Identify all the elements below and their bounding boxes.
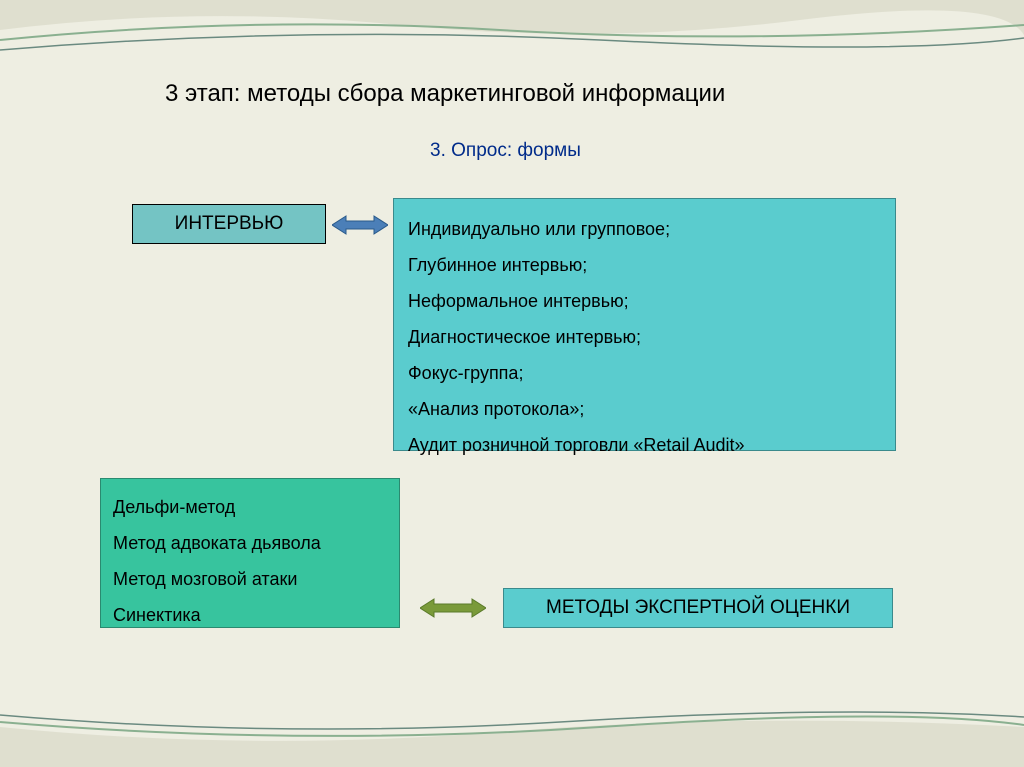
- methods-list-item: Метод адвоката дьявола: [113, 525, 387, 561]
- box-expert-label: МЕТОДЫ ЭКСПЕРТНОЙ ОЦЕНКИ: [546, 597, 850, 619]
- slide-title: 3 этап: методы сбора маркетинговой инфор…: [165, 80, 725, 108]
- interview-type-item: Фокус-группа;: [408, 355, 881, 391]
- interview-type-item: Глубинное интервью;: [408, 247, 881, 283]
- interview-type-item: Неформальное интервью;: [408, 283, 881, 319]
- box-interview-types: Индивидуально или групповое; Глубинное и…: [393, 198, 896, 451]
- box-interview: ИНТЕРВЬЮ: [132, 204, 326, 244]
- decorative-wave-top: [0, 0, 1024, 60]
- methods-list-item: Дельфи-метод: [113, 489, 387, 525]
- double-arrow-icon: [420, 597, 486, 619]
- interview-type-item: Индивидуально или групповое;: [408, 211, 881, 247]
- box-expert-methods: МЕТОДЫ ЭКСПЕРТНОЙ ОЦЕНКИ: [503, 588, 893, 628]
- decorative-wave-bottom: [0, 697, 1024, 767]
- slide-subtitle: 3. Опрос: формы: [430, 140, 581, 162]
- interview-type-item: Аудит розничной торговли «Retail Audit»: [408, 427, 881, 463]
- box-methods-list: Дельфи-метод Метод адвоката дьявола Мето…: [100, 478, 400, 628]
- double-arrow-icon: [332, 214, 388, 236]
- methods-list-item: Синектика: [113, 597, 387, 633]
- interview-type-item: «Анализ протокола»;: [408, 391, 881, 427]
- methods-list-item: Метод мозговой атаки: [113, 561, 387, 597]
- interview-type-item: Диагностическое интервью;: [408, 319, 881, 355]
- box-interview-label: ИНТЕРВЬЮ: [175, 213, 284, 235]
